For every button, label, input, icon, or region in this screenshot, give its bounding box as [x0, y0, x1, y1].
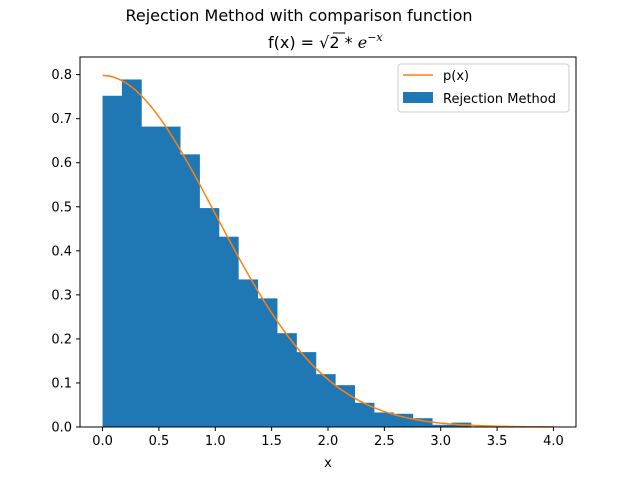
y-axis-ticks: 0.0 0.1 0.2 0.3 0.4 0.5 0.6 0.7 0.8 — [51, 68, 80, 436]
legend-bar-swatch — [403, 92, 433, 103]
histogram-bar — [373, 412, 394, 427]
legend-label-line: p(x) — [443, 69, 469, 84]
histogram-bars — [102, 79, 472, 427]
y-tick-label: 0.7 — [51, 112, 72, 127]
histogram-bar — [296, 352, 317, 427]
title-sqrt-sign: √ — [319, 33, 330, 52]
x-axis-label: x — [324, 456, 332, 471]
x-axis-ticks: 0.0 0.5 1.0 1.5 2.0 2.5 3.0 3.5 4.0 — [92, 427, 564, 449]
chart-title: f(x) = √2 * e−x — [268, 31, 383, 52]
y-tick-label: 0.0 — [51, 421, 72, 436]
histogram-bar — [180, 154, 200, 427]
legend: p(x) Rejection Method — [397, 63, 570, 113]
histogram-bar — [277, 333, 297, 427]
histogram-bar — [238, 279, 259, 427]
histogram-bar — [121, 79, 142, 427]
y-tick-label: 0.8 — [51, 68, 72, 83]
y-tick-label: 0.6 — [51, 156, 72, 171]
title-radicand: 2 — [329, 33, 339, 52]
title-base: e — [358, 33, 367, 52]
histogram-bar — [393, 413, 414, 427]
histogram-bar — [102, 95, 123, 427]
x-tick-label: 1.0 — [205, 434, 226, 449]
chart-suptitle: Rejection Method with comparison functio… — [125, 6, 472, 25]
legend-box — [397, 63, 570, 113]
histogram-bar — [160, 126, 181, 427]
x-tick-label: 0.5 — [149, 434, 170, 449]
legend-label-histogram: Rejection Method — [443, 92, 556, 107]
x-tick-label: 2.5 — [374, 434, 395, 449]
histogram-bar — [412, 418, 433, 427]
histogram-bar — [315, 374, 336, 427]
x-tick-label: 1.5 — [261, 434, 282, 449]
y-tick-label: 0.5 — [51, 200, 72, 215]
title-exponent: −x — [367, 31, 383, 44]
x-tick-label: 3.0 — [430, 434, 451, 449]
title-prefix: f(x) = — [268, 33, 319, 52]
x-tick-label: 3.5 — [487, 434, 508, 449]
histogram-bar — [141, 126, 162, 427]
y-tick-label: 0.1 — [51, 376, 72, 391]
histogram-bar — [218, 236, 239, 427]
x-tick-label: 4.0 — [543, 434, 564, 449]
pdf-curve-line — [102, 74, 554, 428]
y-tick-label: 0.3 — [51, 288, 72, 303]
y-tick-label: 0.4 — [51, 244, 72, 259]
histogram-bar — [432, 424, 452, 427]
x-tick-label: 2.0 — [318, 434, 339, 449]
title-mult: * — [340, 33, 358, 52]
histogram-bar — [257, 298, 278, 427]
histogram-bar — [354, 402, 375, 427]
histogram-bar — [199, 208, 220, 427]
y-tick-label: 0.2 — [51, 332, 72, 347]
x-tick-label: 0.0 — [92, 434, 113, 449]
